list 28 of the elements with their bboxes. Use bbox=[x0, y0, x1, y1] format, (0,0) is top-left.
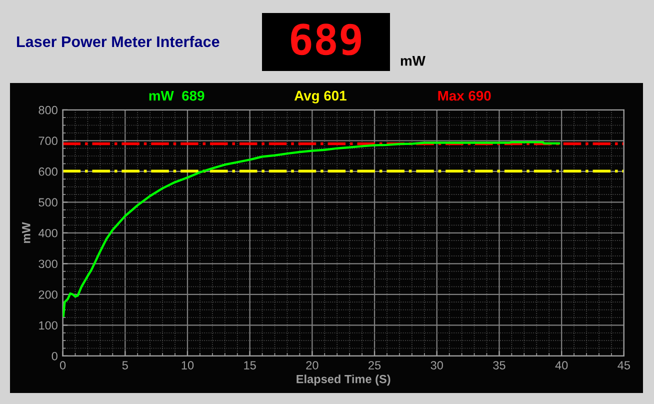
x-tick-label: 25 bbox=[368, 361, 381, 370]
text: mW bbox=[400, 56, 426, 66]
y-tick-label: 0 bbox=[52, 352, 58, 360]
y-tick-label: 700 bbox=[38, 136, 58, 146]
ref-line-label: Max 690 bbox=[438, 90, 491, 101]
line-series bbox=[62, 141, 560, 318]
y-tick-label: 500 bbox=[38, 198, 58, 207]
x-tick-label: 35 bbox=[493, 361, 506, 370]
y-tick-label: 400 bbox=[38, 228, 58, 238]
chart-title: Laser Power Meter Interface bbox=[17, 36, 220, 48]
y-tick-label: 300 bbox=[38, 260, 58, 268]
x-tick-label: 0 bbox=[60, 361, 66, 370]
x-tick-label: 5 bbox=[122, 361, 128, 370]
x-tick-label: 10 bbox=[182, 361, 194, 370]
ref-line-label: Avg 601 bbox=[294, 90, 346, 104]
x-tick-label: 45 bbox=[618, 361, 630, 370]
x-tick-label: 30 bbox=[430, 361, 443, 370]
x-tick-label: 40 bbox=[555, 361, 568, 370]
text: 689 bbox=[291, 24, 361, 56]
y-tick-label: 800 bbox=[38, 106, 58, 114]
x-axis-title: Elapsed Time (S) bbox=[296, 374, 390, 386]
y-axis-title: mW bbox=[22, 222, 30, 243]
y-tick-label: 100 bbox=[39, 321, 58, 330]
text: mW 689 bbox=[149, 90, 204, 101]
x-tick-label: 20 bbox=[306, 361, 318, 370]
y-tick-label: 600 bbox=[38, 167, 58, 176]
y-tick-label: 200 bbox=[38, 290, 58, 299]
x-tick-label: 15 bbox=[244, 361, 256, 370]
